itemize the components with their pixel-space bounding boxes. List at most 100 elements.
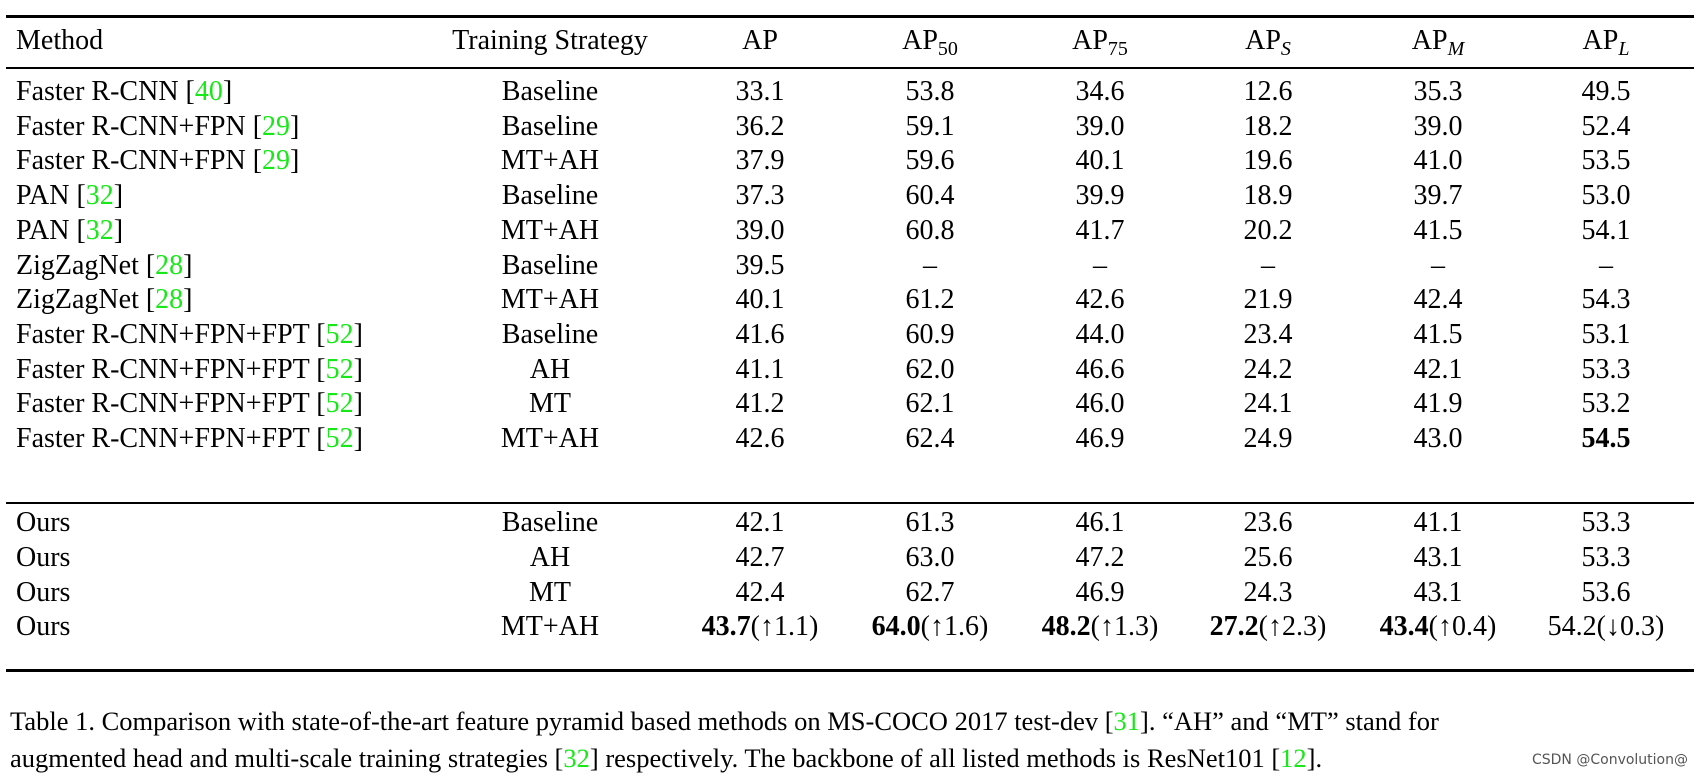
cell-aps: – bbox=[1261, 249, 1275, 281]
cell-training-strategy: Baseline bbox=[501, 180, 599, 212]
cell-apl: 53.2 bbox=[1581, 388, 1631, 420]
cell-ap50: 61.3 bbox=[905, 507, 955, 539]
cell-ap: 42.7 bbox=[735, 541, 785, 573]
cell-method: Faster R-CNN+FPN+FPT [52] bbox=[16, 318, 363, 350]
cell-training-strategy: MT bbox=[529, 576, 571, 608]
citation-link[interactable]: 29 bbox=[262, 110, 291, 142]
cell-training-strategy: MT bbox=[529, 388, 571, 420]
table-row: Faster R-CNN+FPN+FPT [52] Baseline 41.6 60.… bbox=[0, 316, 1700, 354]
cell-apm: 41.1 bbox=[1413, 507, 1463, 539]
cell-method: ZigZagNet [28] bbox=[16, 284, 193, 316]
cell-ap50: 62.0 bbox=[905, 353, 955, 385]
table-caption-line-1: Table 1. Comparison with state-of-the-ar… bbox=[10, 706, 1439, 736]
cell-aps: 12.6 bbox=[1243, 76, 1293, 107]
cell-training-strategy: MT+AH bbox=[500, 423, 600, 454]
cell-apm: 43.4(↑0.4) bbox=[1379, 611, 1497, 643]
cell-ap: 42.4 bbox=[735, 576, 785, 608]
cell-ap75: 39.9 bbox=[1075, 180, 1125, 212]
cell-ap50: 60.4 bbox=[905, 180, 955, 212]
citation-link[interactable]: 52 bbox=[325, 353, 354, 385]
cell-ap: 37.3 bbox=[735, 180, 785, 212]
cell-method: Faster R-CNN+FPN [29] bbox=[16, 145, 300, 177]
cell-ap50: 62.1 bbox=[905, 388, 955, 420]
cell-apm: 43.1 bbox=[1413, 541, 1463, 573]
table-row: Ours MT 42.4 62.7 46.9 24.3 43.1 53.6 bbox=[0, 574, 1700, 612]
cell-apm: 39.0 bbox=[1413, 110, 1463, 142]
table-row: PAN [32] Baseline 37.3 60.4 39.9 18.9 39.7 53.0 bbox=[0, 177, 1700, 215]
cell-ap50: 62.7 bbox=[905, 576, 955, 608]
cell-aps: 23.4 bbox=[1243, 318, 1293, 350]
table-caption-line-2: augmented head and multi-scale training … bbox=[10, 743, 1323, 773]
citation-link[interactable]: 52 bbox=[325, 318, 354, 350]
cell-training-strategy: Baseline bbox=[501, 110, 599, 142]
cell-apl: 54.3 bbox=[1581, 284, 1631, 316]
header-method: Method bbox=[16, 25, 104, 56]
table-row: Faster R-CNN+FPN+FPT [52] AH 41.1 62.0 46.6 2… bbox=[0, 351, 1700, 389]
cell-aps: 24.9 bbox=[1243, 423, 1293, 454]
cell-ap: 41.2 bbox=[735, 388, 785, 420]
citation-link[interactable]: 32 bbox=[85, 214, 114, 246]
cell-training-strategy: AH bbox=[529, 541, 571, 573]
cell-ap75: 42.6 bbox=[1075, 284, 1125, 316]
header-training-strategy: Training Strategy bbox=[452, 25, 648, 56]
citation-link[interactable]: 52 bbox=[325, 388, 354, 420]
citation-link[interactable]: 32 bbox=[85, 180, 114, 212]
cell-apm: 43.0 bbox=[1413, 423, 1463, 454]
citation-link[interactable]: 28 bbox=[155, 249, 184, 281]
cell-training-strategy: Baseline bbox=[501, 507, 599, 539]
cell-aps: 21.9 bbox=[1243, 284, 1293, 316]
citation-link[interactable]: 52 bbox=[325, 423, 354, 454]
header-ap75: AP75 bbox=[1072, 25, 1128, 60]
header-apl: APL bbox=[1582, 25, 1630, 60]
citation-link[interactable]: 40 bbox=[194, 76, 223, 107]
cell-training-strategy: Baseline bbox=[501, 249, 599, 281]
cell-aps: 18.2 bbox=[1243, 110, 1293, 142]
cell-apm: 43.1 bbox=[1413, 576, 1463, 608]
table-row: Ours MT+AH 43.7(↑1.1) 64.0(↑1.6) 48.2(↑1.3) 2… bbox=[0, 608, 1700, 646]
cell-ap75: 46.6 bbox=[1075, 353, 1125, 385]
cell-method: Ours bbox=[16, 576, 71, 608]
citation-link[interactable]: 12 bbox=[1280, 743, 1307, 773]
table-row: Faster R-CNN+FPN [29] Baseline 36.2 59.1 39.… bbox=[0, 108, 1700, 146]
cell-apm: 41.9 bbox=[1413, 388, 1463, 420]
table-bottom-rule bbox=[6, 669, 1694, 672]
citation-link[interactable]: 28 bbox=[155, 284, 184, 316]
table-row: Faster R-CNN+FPN+FPT [52] MT 41.2 62.1 46.0 2… bbox=[0, 385, 1700, 423]
header-apm: APM bbox=[1411, 25, 1465, 60]
cell-ap75: 44.0 bbox=[1075, 318, 1125, 350]
cell-apl: 53.3 bbox=[1581, 541, 1631, 573]
cell-ap50: 53.8 bbox=[905, 76, 955, 107]
cell-apm: 41.0 bbox=[1413, 145, 1463, 177]
cell-method: Faster R-CNN+FPN+FPT [52] bbox=[16, 353, 363, 385]
cell-aps: 27.2(↑2.3) bbox=[1209, 611, 1327, 643]
citation-link[interactable]: 29 bbox=[262, 145, 291, 177]
table-row: ZigZagNet [28] MT+AH 40.1 61.2 42.6 21.9 42.4 5… bbox=[0, 281, 1700, 319]
cell-method: ZigZagNet [28] bbox=[16, 249, 193, 281]
cell-training-strategy: Baseline bbox=[501, 318, 599, 350]
cell-training-strategy: MT+AH bbox=[500, 145, 600, 177]
header-ap: AP bbox=[742, 25, 778, 56]
cell-ap50: 60.9 bbox=[905, 318, 955, 350]
cell-ap: 36.2 bbox=[735, 110, 785, 142]
cell-aps: 19.6 bbox=[1243, 145, 1293, 177]
cell-ap: 43.7(↑1.1) bbox=[701, 611, 819, 643]
cell-training-strategy: MT+AH bbox=[500, 214, 600, 246]
cell-training-strategy: Baseline bbox=[501, 76, 599, 107]
cell-training-strategy: MT+AH bbox=[500, 611, 600, 643]
cell-training-strategy: MT+AH bbox=[500, 284, 600, 316]
table-row: Faster R-CNN+FPN [29] MT+AH 37.9 59.6 40.1 19… bbox=[0, 142, 1700, 180]
citation-link[interactable]: 31 bbox=[1113, 706, 1141, 736]
table-row: Ours AH 42.7 63.0 47.2 25.6 43.1 53.3 bbox=[0, 539, 1700, 577]
citation-link[interactable]: 32 bbox=[563, 743, 590, 773]
cell-ap: 40.1 bbox=[735, 284, 785, 316]
cell-ap75: 48.2(↑1.3) bbox=[1041, 611, 1159, 643]
cell-aps: 25.6 bbox=[1243, 541, 1293, 573]
cell-apm: 42.1 bbox=[1413, 353, 1463, 385]
cell-apl: 53.1 bbox=[1581, 318, 1631, 350]
cell-aps: 24.2 bbox=[1243, 353, 1293, 385]
cell-ap: 39.0 bbox=[735, 214, 785, 246]
cell-apl: 52.4 bbox=[1581, 110, 1631, 142]
cell-ap: 41.1 bbox=[735, 353, 785, 385]
table-row: Ours Baseline 42.1 61.3 46.1 23.6 41.1 53.3 bbox=[0, 504, 1700, 542]
cell-ap50: 59.6 bbox=[905, 145, 955, 177]
